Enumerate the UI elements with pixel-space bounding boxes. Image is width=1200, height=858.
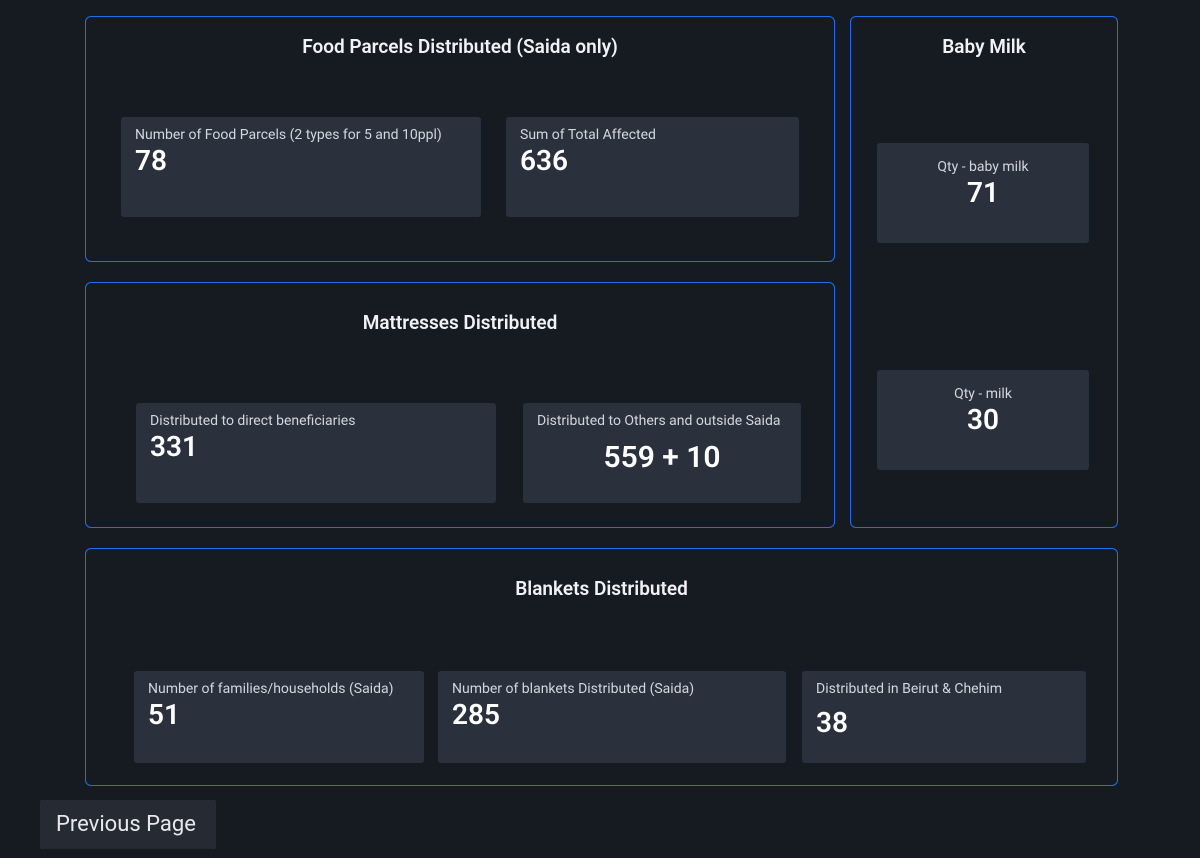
panel-title-baby-milk: Baby Milk	[851, 17, 1117, 58]
card-qty-milk: Qty - milk 30	[877, 370, 1089, 470]
panel-mattresses: Mattresses Distributed Distributed to di…	[85, 282, 835, 528]
card-blankets-families: Number of families/households (Saida) 51	[134, 671, 424, 763]
card-label: Number of families/households (Saida)	[148, 681, 410, 697]
card-label: Sum of Total Affected	[520, 127, 785, 143]
card-label: Distributed in Beirut & Chehim	[816, 681, 1072, 697]
card-value: 636	[520, 145, 785, 177]
card-value: 38	[816, 707, 1072, 739]
card-value: 71	[891, 177, 1075, 209]
card-value: 331	[150, 431, 482, 463]
card-blankets-distributed: Number of blankets Distributed (Saida) 2…	[438, 671, 786, 763]
panel-title-blankets: Blankets Distributed	[86, 549, 1117, 600]
previous-page-label: Previous Page	[56, 812, 196, 837]
panel-baby-milk: Baby Milk Qty - baby milk 71 Qty - milk …	[850, 16, 1118, 528]
card-blankets-beirut: Distributed in Beirut & Chehim 38	[802, 671, 1086, 763]
card-value: 51	[148, 699, 410, 731]
card-value: 559 + 10	[537, 441, 787, 476]
card-food-parcels-count: Number of Food Parcels (2 types for 5 an…	[121, 117, 481, 217]
card-value: 30	[891, 404, 1075, 436]
previous-page-button[interactable]: Previous Page	[40, 800, 216, 849]
panel-title-mattresses: Mattresses Distributed	[86, 283, 834, 334]
panel-blankets: Blankets Distributed Number of families/…	[85, 548, 1118, 786]
panel-title-food: Food Parcels Distributed (Saida only)	[86, 17, 834, 58]
card-label: Number of Food Parcels (2 types for 5 an…	[135, 127, 467, 143]
card-food-total-affected: Sum of Total Affected 636	[506, 117, 799, 217]
card-label: Qty - baby milk	[891, 153, 1075, 175]
card-label: Distributed to Others and outside Saida	[537, 413, 787, 429]
card-mattresses-others: Distributed to Others and outside Saida …	[523, 403, 801, 503]
panel-food-parcels: Food Parcels Distributed (Saida only) Nu…	[85, 16, 835, 262]
card-value: 285	[452, 699, 772, 731]
dashboard-canvas: Food Parcels Distributed (Saida only) Nu…	[0, 0, 1200, 858]
card-qty-baby-milk: Qty - baby milk 71	[877, 143, 1089, 243]
card-label: Distributed to direct beneficiaries	[150, 413, 482, 429]
card-label: Number of blankets Distributed (Saida)	[452, 681, 772, 697]
card-mattresses-direct: Distributed to direct beneficiaries 331	[136, 403, 496, 503]
card-label: Qty - milk	[891, 380, 1075, 402]
card-value: 78	[135, 145, 467, 177]
